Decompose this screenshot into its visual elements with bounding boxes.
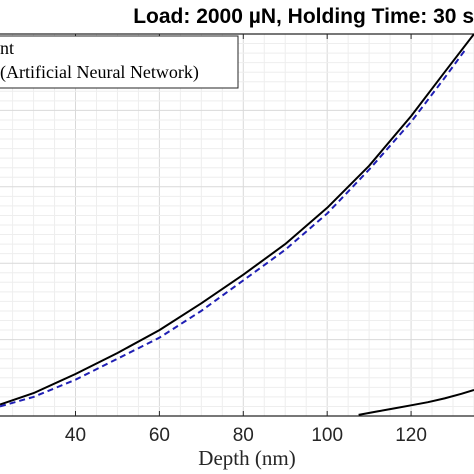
x-tick-label: 40 [65, 425, 86, 446]
legend: nt (Artificial Neural Network) [0, 35, 239, 89]
legend-entry-1: nt [0, 38, 14, 58]
x-axis-label: Depth (nm) [198, 446, 295, 470]
series-line-3 [358, 389, 474, 416]
grid [0, 33, 474, 417]
x-tick-label: 60 [149, 425, 170, 446]
chart-title: Load: 2000 µN, Holding Time: 30 s [133, 5, 474, 28]
series-line-2 [0, 48, 467, 408]
x-tick-labels: 40 60 80 100 120 [65, 425, 427, 446]
x-tick-label: 100 [311, 425, 343, 446]
x-tick-label: 80 [233, 425, 254, 446]
x-tick-label: 120 [395, 425, 427, 446]
legend-box [0, 35, 239, 89]
legend-entry-2: (Artificial Neural Network) [0, 62, 199, 83]
plot-area [0, 33, 474, 416]
axes [0, 33, 474, 417]
series-line-1 [0, 33, 474, 406]
